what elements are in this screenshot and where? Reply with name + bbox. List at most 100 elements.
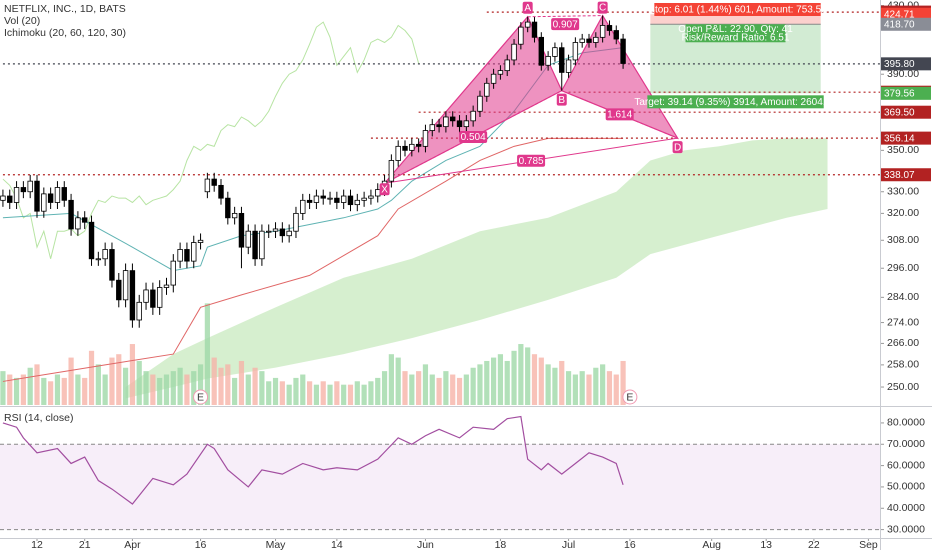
ratio-label-bg xyxy=(459,130,488,143)
volume-bar xyxy=(204,303,210,405)
volume-bar xyxy=(579,371,585,405)
y-tick-label: 274.00 xyxy=(887,316,919,328)
volume-bar xyxy=(157,377,163,405)
target-text-bg xyxy=(647,95,824,109)
volume-bar xyxy=(565,371,572,405)
volume-bar xyxy=(531,354,538,405)
pattern-ratio-line xyxy=(527,15,603,18)
volume-bar xyxy=(450,374,456,405)
candle-body xyxy=(20,187,27,193)
price-label-bg xyxy=(881,105,931,119)
point-label-bg xyxy=(379,183,390,196)
rsi-line xyxy=(2,415,624,505)
candle-body xyxy=(375,189,381,197)
volume-bar xyxy=(456,377,463,405)
point-label-bg xyxy=(597,1,608,14)
volume-bar xyxy=(143,371,149,405)
volume-bar xyxy=(27,367,33,405)
candle-body xyxy=(122,270,129,301)
x-tick-label: 18 xyxy=(495,539,507,550)
candle-body xyxy=(572,42,579,61)
candle-body xyxy=(177,249,183,262)
candle-body xyxy=(531,21,538,38)
volume-bar xyxy=(416,371,422,405)
rsi-title: RSI (14, close) xyxy=(4,412,73,424)
candle-body xyxy=(450,116,456,122)
price-label: 369.50 xyxy=(884,107,915,118)
earnings-marker xyxy=(193,389,209,405)
volume-bar xyxy=(225,364,231,405)
candle-body xyxy=(150,289,156,308)
rsi-y-tick-label: 40.0000 xyxy=(887,502,925,514)
candle-body xyxy=(361,197,367,201)
candle-body xyxy=(95,258,102,261)
volume-bar xyxy=(232,377,238,405)
rsi-y-tick-label: 30.0000 xyxy=(887,523,925,535)
candle-body xyxy=(593,36,599,43)
candle-body xyxy=(586,38,592,43)
candle-body xyxy=(7,195,13,203)
ratio-label-bg xyxy=(551,18,580,31)
volume-bar xyxy=(177,367,183,405)
volume-bar xyxy=(122,367,129,405)
rsi-y-tick-label: 80.0000 xyxy=(887,417,925,429)
volume-bar xyxy=(279,381,285,405)
candle-body xyxy=(279,228,286,237)
volume-bar xyxy=(0,371,6,405)
volume-bar xyxy=(197,364,204,405)
ratio-label: 0.907 xyxy=(553,19,578,30)
candle-body xyxy=(524,21,531,28)
price-label: 379.56 xyxy=(884,88,915,99)
candle-body xyxy=(415,143,422,147)
x-tick-label: Jul xyxy=(562,539,575,550)
x-tick-label: 16 xyxy=(624,539,636,550)
volume-bar xyxy=(402,371,408,405)
volume-bar xyxy=(388,354,394,405)
volume-bar xyxy=(613,374,619,405)
candle-body xyxy=(136,301,142,321)
volume-bar xyxy=(116,354,122,405)
volume-bar xyxy=(293,377,299,405)
volume-bar xyxy=(347,384,354,405)
candle-body xyxy=(340,195,347,203)
x-tick-label: Aug xyxy=(702,539,721,550)
candle-body xyxy=(266,230,272,233)
rsi-y-tick-label: 60.0000 xyxy=(887,459,925,471)
volume-bar xyxy=(327,384,333,405)
volume-bar xyxy=(606,371,613,405)
candle-body xyxy=(477,95,483,112)
target-text: Target: 39.14 (9.35%) 3914, Amount: 2604… xyxy=(634,97,837,108)
candle-body xyxy=(225,197,231,219)
candle-body xyxy=(184,249,190,262)
ichimoku-cloud xyxy=(125,138,828,399)
volume-bar xyxy=(170,371,176,405)
volume-bar xyxy=(191,371,197,405)
candle-body xyxy=(402,145,408,151)
y-tick-label: 250.00 xyxy=(887,381,919,393)
candle-body xyxy=(559,47,565,73)
pattern-ratio-line xyxy=(384,90,562,184)
volume-bar xyxy=(334,381,340,405)
volume-bar xyxy=(341,384,347,405)
volume-bar xyxy=(238,360,245,405)
candle-body xyxy=(211,178,217,186)
stop-text-bg xyxy=(654,3,821,16)
volume-bar xyxy=(470,367,476,405)
stop-zone xyxy=(650,14,821,25)
candle-body xyxy=(252,230,258,260)
candle-body xyxy=(306,199,313,203)
price-label-bg xyxy=(881,17,931,31)
candle-body xyxy=(191,242,197,262)
y-tick-label: 296.00 xyxy=(887,262,919,274)
candle-body xyxy=(41,193,47,212)
volume-bar xyxy=(436,377,442,405)
candle-body xyxy=(518,26,524,45)
candle-body xyxy=(156,287,163,308)
stop-text: Stop: 6.01 (1.44%) 601, Amount: 753.59 xyxy=(648,5,827,16)
volume-bar xyxy=(300,374,306,405)
rsi-y-tick-label: 70.0000 xyxy=(887,438,925,450)
volume-bar xyxy=(477,364,483,405)
rsi-pane xyxy=(0,415,880,531)
volume-bar xyxy=(95,364,101,405)
